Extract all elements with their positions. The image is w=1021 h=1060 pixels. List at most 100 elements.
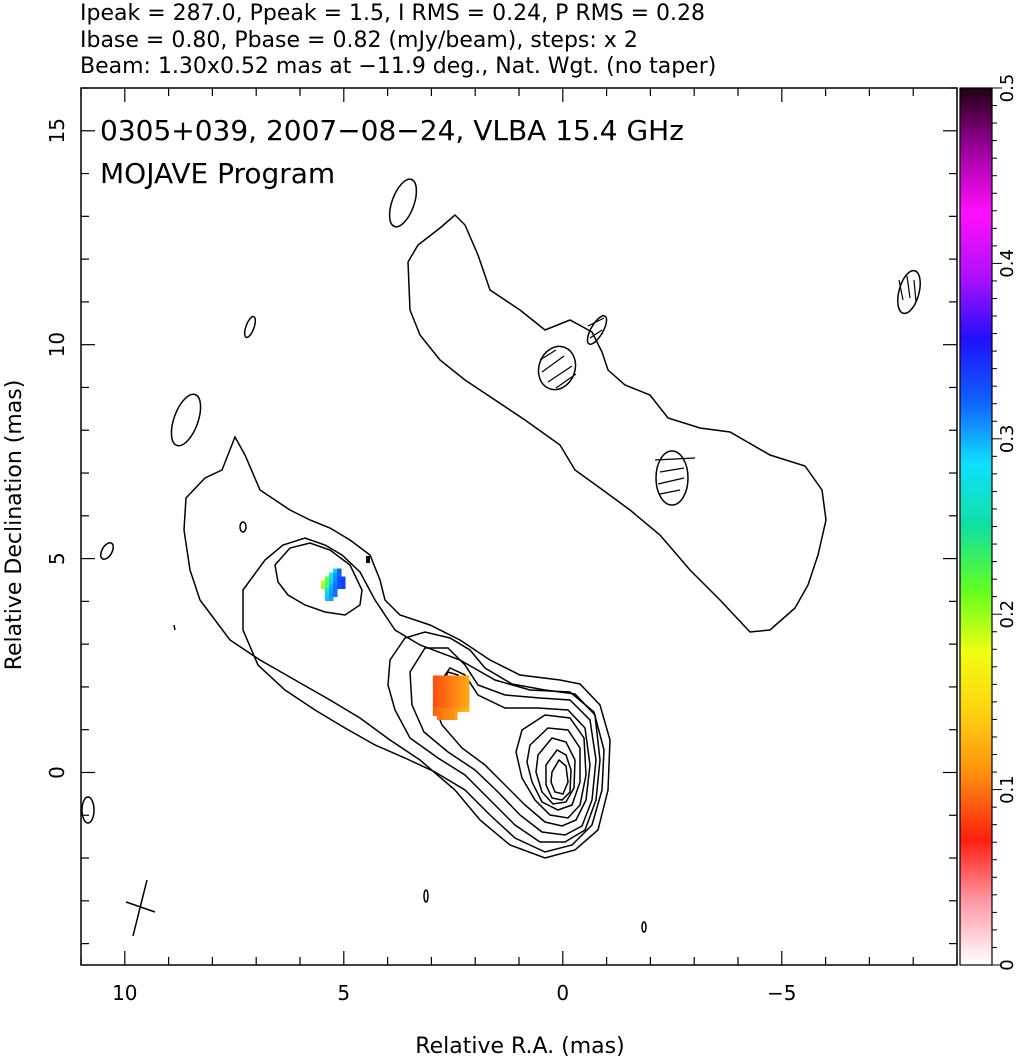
pol-pixel xyxy=(444,683,450,688)
pol-pixel xyxy=(460,695,466,700)
contour-blob xyxy=(641,921,647,933)
evpa-tick xyxy=(913,279,917,303)
contour-blob xyxy=(586,315,608,345)
pol-pixel xyxy=(460,679,466,684)
evpa-tick xyxy=(541,355,565,373)
pol-pixel xyxy=(456,683,462,688)
pol-pixel xyxy=(440,715,446,720)
plot-subtitle: MOJAVE Program xyxy=(100,157,335,190)
pol-pixel xyxy=(444,703,450,708)
evpa-tick xyxy=(547,365,573,383)
pol-pixel xyxy=(464,699,470,704)
pol-pixel xyxy=(341,576,346,582)
pol-pixel xyxy=(440,675,446,680)
pol-pixel xyxy=(432,675,438,680)
pol-pixel xyxy=(432,699,438,704)
colorbar-tick-label: 0.2 xyxy=(997,600,1018,629)
pol-pixel xyxy=(448,699,454,704)
contour-level-4 xyxy=(274,542,363,616)
pol-pixel xyxy=(440,691,446,696)
evpa-tick xyxy=(539,349,557,361)
contour-level-3 xyxy=(242,537,605,853)
pol-pixel xyxy=(452,687,458,692)
colorbar-tick-label: 0.5 xyxy=(997,74,1018,103)
pol-pixel xyxy=(444,707,450,712)
pol-pixel xyxy=(432,703,438,708)
pol-pixel xyxy=(444,679,450,684)
contour-blob xyxy=(81,796,95,824)
pol-pixel xyxy=(440,707,446,712)
pol-pixel xyxy=(436,715,442,720)
beam-marker xyxy=(125,879,156,937)
header-line-2: Ibase = 0.80, Pbase = 0.82 (mJy/beam), s… xyxy=(80,28,638,53)
pol-pixel xyxy=(440,679,446,684)
pol-pixel xyxy=(325,576,330,582)
pol-pixel xyxy=(456,675,462,680)
x-axis: 10 5 0 −5 xyxy=(80,88,958,1005)
pol-pixel xyxy=(444,699,450,704)
pol-pixel xyxy=(448,691,454,696)
pol-pixel xyxy=(448,703,454,708)
contour-blob xyxy=(100,542,114,560)
pol-pixel xyxy=(321,584,326,590)
pol-pixel xyxy=(432,711,438,716)
pol-pixel xyxy=(448,675,454,680)
y-tick-label: 15 xyxy=(45,118,69,143)
colorbar-gradient xyxy=(959,87,993,966)
pol-pixel xyxy=(444,711,450,716)
x-axis-label: Relative R.A. (mas) xyxy=(415,1034,624,1059)
contour-level-1 xyxy=(407,213,827,633)
pol-pixel xyxy=(452,707,458,712)
pol-pixel xyxy=(448,715,454,720)
contour-blob xyxy=(388,178,418,228)
contour-blob xyxy=(537,345,577,391)
evpa-tick xyxy=(659,489,681,495)
contour-level-10 xyxy=(535,737,576,805)
pol-pixel xyxy=(337,580,342,586)
pol-pixel xyxy=(329,572,334,578)
colorbar-ticks: 0 0.1 0.2 0.3 0.4 0.5 xyxy=(992,74,1018,971)
pol-pixel xyxy=(448,711,454,716)
evpa-tick xyxy=(555,373,577,389)
pol-pixel xyxy=(456,695,462,700)
pol-pixel xyxy=(329,576,334,582)
pol-pixel xyxy=(460,691,466,696)
evpa-tick xyxy=(589,329,603,339)
contour-level-2 xyxy=(183,435,611,859)
x-tick-label: 0 xyxy=(556,981,569,1005)
pol-pixel xyxy=(440,703,446,708)
pol-pixel xyxy=(432,683,438,688)
header-line-3: Beam: 1.30x0.52 mas at −11.9 deg., Nat. … xyxy=(80,54,716,79)
contour-level-5 xyxy=(387,631,601,843)
evpa-tick xyxy=(587,317,605,327)
pol-pixel xyxy=(456,679,462,684)
pol-pixel xyxy=(448,687,454,692)
contour-blob xyxy=(243,315,257,339)
contour-blob xyxy=(423,889,429,903)
pol-pixel xyxy=(440,711,446,716)
contour-level-7 xyxy=(433,667,591,827)
pol-pixel xyxy=(452,711,458,716)
pol-pixel xyxy=(444,695,450,700)
colorbar: 0 0.1 0.2 0.3 0.4 0.5 xyxy=(959,74,1018,971)
pol-pixel xyxy=(325,584,330,590)
pol-pixel xyxy=(325,580,330,586)
pol-pixel xyxy=(333,584,338,590)
pol-pixel xyxy=(341,580,346,586)
pol-pixel xyxy=(456,707,462,712)
pol-pixel xyxy=(333,592,338,598)
pol-pixel xyxy=(456,699,462,704)
y-tick-label: 0 xyxy=(45,766,69,779)
pol-pixel xyxy=(436,687,442,692)
pol-pixel xyxy=(432,695,438,700)
pol-pixel xyxy=(337,584,342,590)
pol-pixel xyxy=(432,691,438,696)
pol-pixel xyxy=(436,699,442,704)
pol-pixel xyxy=(436,707,442,712)
x-tick-label: 10 xyxy=(112,981,137,1005)
evpa-tick xyxy=(657,477,685,485)
pol-pixel xyxy=(456,687,462,692)
pol-pixel xyxy=(464,695,470,700)
colorbar-tick-label: 0.3 xyxy=(997,424,1018,453)
